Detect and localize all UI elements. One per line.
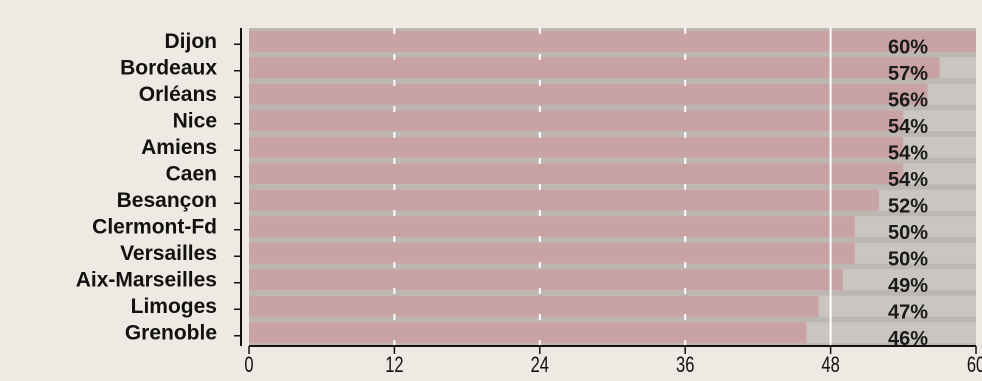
- bar: [249, 189, 880, 211]
- category-label: Orléans: [139, 83, 217, 106]
- bar: [249, 110, 904, 132]
- x-tick-label: 24: [531, 353, 550, 378]
- value-label: 46%: [888, 328, 928, 350]
- bar: [249, 30, 976, 52]
- x-tick-label: 0: [244, 353, 253, 378]
- category-label: Caen: [166, 162, 217, 185]
- value-labels: 60% 57% 56% 54% 54% 54% 52% 50% 50% 49% 47% 46%: [888, 36, 928, 350]
- value-label: 47%: [888, 301, 928, 323]
- category-label: Besançon: [117, 189, 217, 212]
- bar: [249, 57, 940, 79]
- value-label: 60%: [888, 36, 928, 58]
- x-tick-label: 12: [385, 353, 403, 378]
- category-label: Nice: [173, 109, 217, 132]
- bar: [249, 163, 904, 185]
- x-tick-label: 36: [676, 353, 694, 378]
- category-label: Versailles: [120, 242, 217, 265]
- value-label: 54%: [888, 142, 928, 164]
- bar: [249, 322, 807, 344]
- category-label: Bordeaux: [120, 56, 217, 79]
- value-label: 56%: [888, 89, 928, 111]
- category-label: Limoges: [131, 295, 217, 318]
- bar: [249, 136, 904, 158]
- value-label: 49%: [888, 275, 928, 297]
- value-label: 50%: [888, 222, 928, 244]
- category-label: Aix-Marseilles: [76, 268, 217, 291]
- value-label: 54%: [888, 116, 928, 138]
- bars: [249, 30, 976, 344]
- plot-background: [249, 28, 976, 346]
- x-tick-label: 48: [821, 353, 839, 378]
- category-labels: Dijon Bordeaux Orléans Nice Amiens Caen Besanç…: [76, 30, 218, 345]
- value-label: 50%: [888, 248, 928, 270]
- x-tick-label: 60: [967, 353, 982, 378]
- value-label: 54%: [888, 169, 928, 191]
- axes: [234, 28, 977, 354]
- bar: [249, 242, 855, 264]
- category-label: Dijon: [165, 30, 218, 53]
- gridlines: [393, 28, 832, 346]
- bar: [249, 295, 819, 317]
- value-label: 57%: [888, 63, 928, 85]
- bar: [249, 269, 843, 291]
- category-label: Amiens: [141, 136, 217, 159]
- bar: [249, 83, 928, 105]
- category-label: Grenoble: [125, 321, 217, 344]
- bar: [249, 216, 855, 238]
- x-tick-labels: 0 12 24 36 48 60: [244, 353, 982, 378]
- category-label: Clermont-Fd: [92, 215, 217, 238]
- value-label: 52%: [888, 195, 928, 217]
